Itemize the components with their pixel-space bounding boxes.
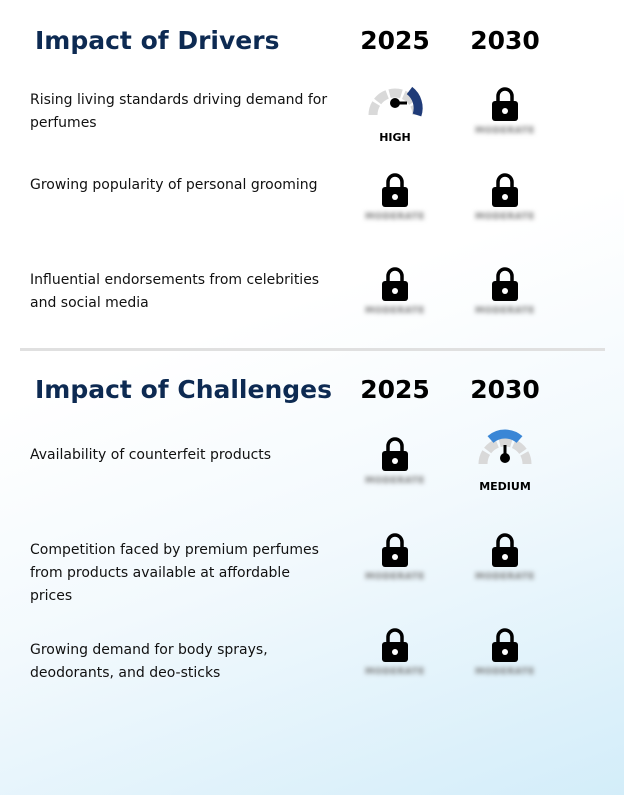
- challenge-label: Availability of counterfeit products: [30, 447, 272, 463]
- challenges-year-2030: 2030: [470, 375, 540, 404]
- lock-icon[interactable]: [380, 172, 410, 208]
- challenges-year-2025: 2025: [360, 375, 430, 404]
- challenge-label: Growing demand for body sprays, deodoran…: [30, 642, 268, 681]
- lock-icon[interactable]: [490, 266, 520, 302]
- hidden-level-text: MODERATE: [475, 306, 535, 316]
- lock-icon[interactable]: [380, 532, 410, 568]
- section-divider: [20, 348, 605, 351]
- challenge-2030-cell: MODERATE: [450, 532, 560, 612]
- lock-icon[interactable]: [380, 266, 410, 302]
- hidden-level-text: MODERATE: [475, 126, 535, 136]
- hidden-level-text: MODERATE: [365, 476, 425, 486]
- hidden-level-text: MODERATE: [475, 572, 535, 582]
- driver-label: Influential endorsements from celebritie…: [30, 272, 320, 311]
- driver-2030-cell: MODERATE: [450, 172, 560, 252]
- drivers-year-2030: 2030: [470, 26, 540, 55]
- gauge-medium-icon: [478, 429, 532, 465]
- hidden-level-text: MODERATE: [475, 667, 535, 677]
- lock-icon[interactable]: [380, 627, 410, 663]
- lock-icon[interactable]: [490, 172, 520, 208]
- driver-2025-cell: MODERATE: [340, 172, 450, 252]
- driver-label: Rising living standards driving demand f…: [30, 92, 328, 131]
- hidden-level-text: MODERATE: [365, 306, 425, 316]
- gauge-high-icon: [368, 86, 423, 117]
- impact-level-label: MEDIUM: [479, 480, 531, 493]
- lock-icon[interactable]: [380, 436, 410, 472]
- challenge-2025-cell: MODERATE: [340, 627, 450, 707]
- driver-2025-cell: HIGH: [340, 79, 450, 159]
- challenge-2025-cell: MODERATE: [340, 436, 450, 516]
- challenge-2025-cell: MODERATE: [340, 532, 450, 612]
- challenges-title: Impact of Challenges: [35, 375, 332, 404]
- driver-label: Growing popularity of personal grooming: [30, 177, 318, 193]
- lock-icon[interactable]: [490, 532, 520, 568]
- driver-2025-cell: MODERATE: [340, 266, 450, 346]
- lock-icon[interactable]: [490, 86, 520, 122]
- lock-icon[interactable]: [490, 627, 520, 663]
- hidden-level-text: MODERATE: [365, 212, 425, 222]
- drivers-title: Impact of Drivers: [35, 26, 280, 55]
- hidden-level-text: MODERATE: [365, 667, 425, 677]
- impact-level-label: HIGH: [379, 131, 411, 144]
- hidden-level-text: MODERATE: [475, 212, 535, 222]
- challenge-label: Competition faced by premium perfumes fr…: [30, 542, 319, 604]
- challenge-2030-cell: MODERATE: [450, 627, 560, 707]
- driver-2030-cell: MODERATE: [450, 86, 560, 166]
- hidden-level-text: MODERATE: [365, 572, 425, 582]
- challenge-2030-cell: MEDIUM: [450, 428, 560, 508]
- drivers-year-2025: 2025: [360, 26, 430, 55]
- driver-2030-cell: MODERATE: [450, 266, 560, 346]
